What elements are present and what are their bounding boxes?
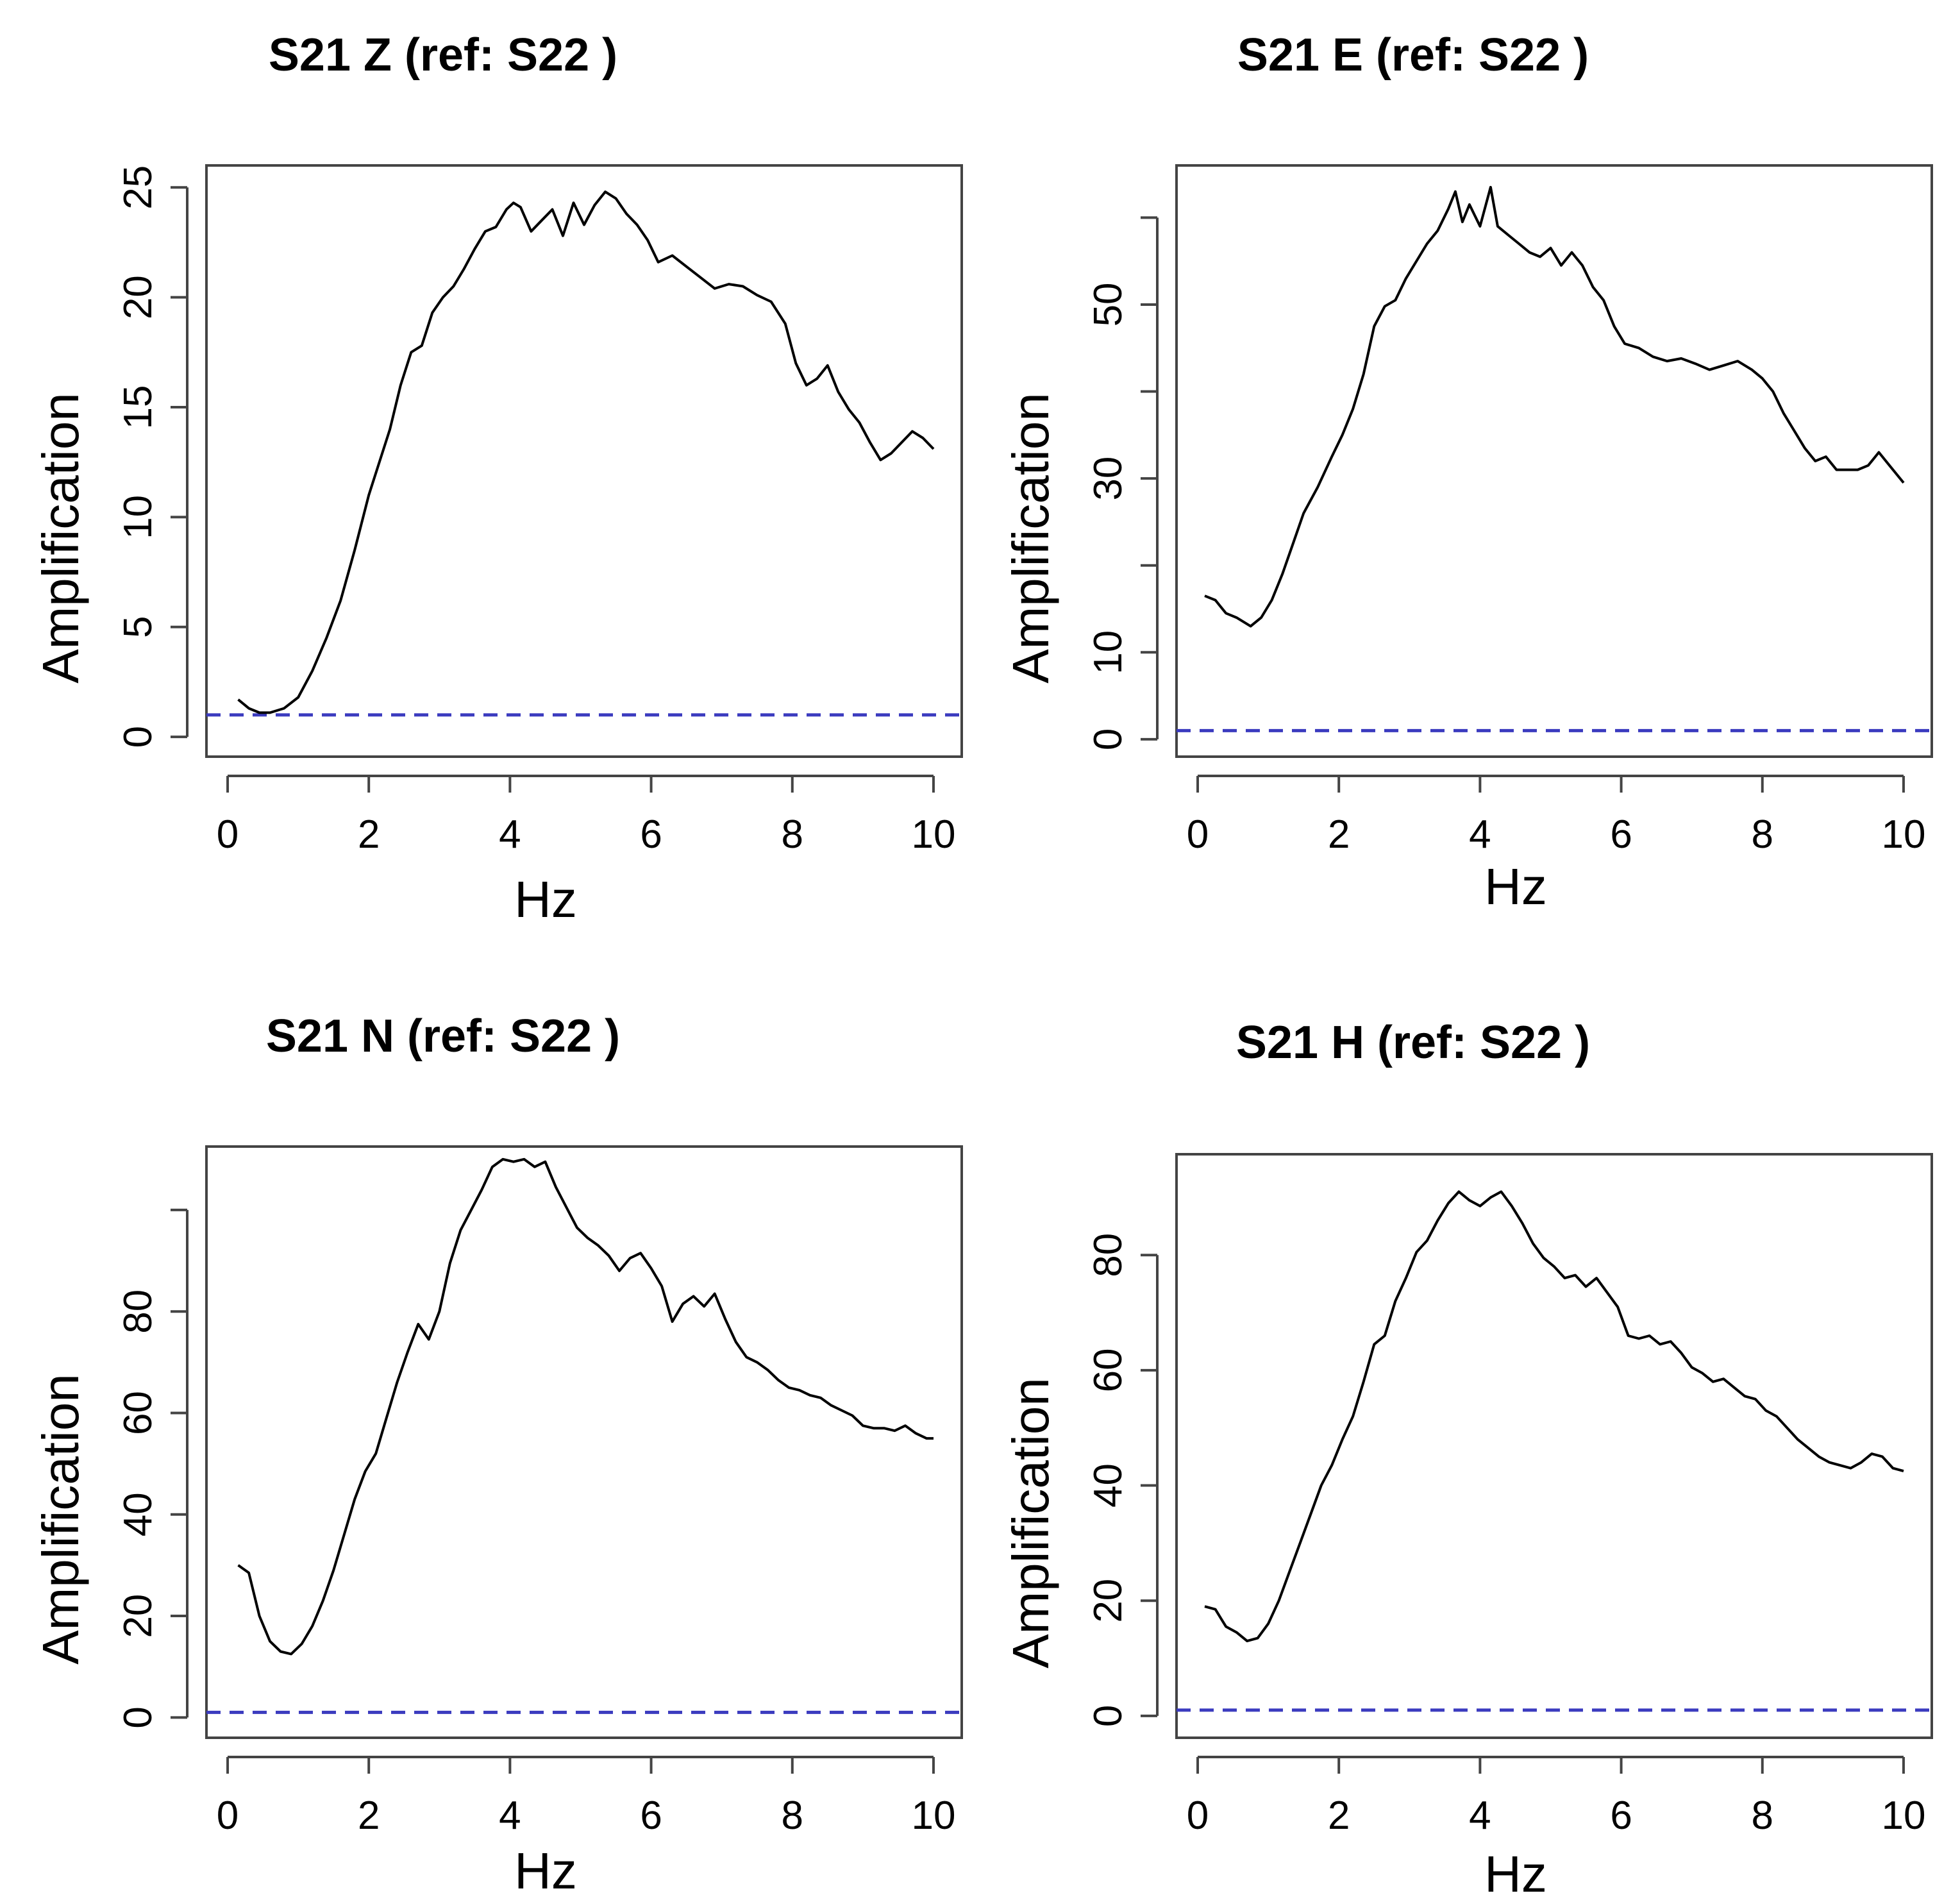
x-tick-label: 2 bbox=[1328, 1794, 1350, 1838]
y-axis-label: Amplification bbox=[32, 392, 89, 684]
y-tick-label: 20 bbox=[1086, 1579, 1130, 1623]
y-tick-label: 5 bbox=[116, 616, 160, 638]
y-tick-label: 0 bbox=[116, 1706, 160, 1728]
y-tick-label: 80 bbox=[116, 1290, 160, 1334]
x-tick-label: 8 bbox=[1752, 1794, 1773, 1838]
y-tick-label: 10 bbox=[1086, 630, 1130, 675]
y-tick-label: 0 bbox=[1086, 728, 1130, 750]
panel-2: S21 E (ref: S22 ) 0 2 4 6 8 10 0 10 30 50 Hz Amplifi… bbox=[1002, 29, 1933, 915]
panel-4: S21 H (ref: S22 ) 0 2 4 6 8 10 0 20 40 60 80 Hz Ampli… bbox=[1002, 1017, 1933, 1900]
x-axis-label: Hz bbox=[514, 871, 577, 928]
panel-title: S21 E (ref: S22 ) bbox=[1237, 29, 1589, 81]
x-tick-label: 8 bbox=[782, 1794, 803, 1838]
x-tick-label: 6 bbox=[1610, 812, 1632, 857]
y-tick-label: 20 bbox=[116, 1594, 160, 1638]
x-tick-label: 0 bbox=[217, 812, 239, 857]
plot-frame bbox=[1175, 1153, 1933, 1739]
panel-title: S21 H (ref: S22 ) bbox=[1236, 1017, 1590, 1068]
series-line-1 bbox=[237, 190, 935, 714]
y-tick-label: 60 bbox=[116, 1391, 160, 1435]
plot-frame bbox=[205, 164, 963, 758]
y-tick-label: 80 bbox=[1086, 1233, 1130, 1277]
y-tick-label: 60 bbox=[1086, 1348, 1130, 1392]
y-tick-label: 50 bbox=[1086, 282, 1130, 326]
x-tick-label: 10 bbox=[911, 1794, 955, 1838]
y-tick-label: 30 bbox=[1086, 457, 1130, 501]
x-tick-label: 8 bbox=[1752, 812, 1773, 857]
x-tick-label: 0 bbox=[1187, 812, 1209, 857]
x-tick-label: 0 bbox=[1187, 1794, 1209, 1838]
series-line-1 bbox=[1204, 1190, 1904, 1643]
y-tick-label: 25 bbox=[116, 165, 160, 210]
x-tick-label: 8 bbox=[782, 812, 803, 857]
y-tick-label: 0 bbox=[116, 726, 160, 748]
x-tick-label: 10 bbox=[911, 812, 955, 857]
x-tick-label: 10 bbox=[1881, 1794, 1925, 1838]
y-tick-label: 0 bbox=[1086, 1705, 1130, 1727]
x-tick-label: 2 bbox=[358, 812, 380, 857]
x-tick-label: 6 bbox=[1610, 1794, 1632, 1838]
plot-frame bbox=[1175, 164, 1933, 758]
y-tick-label: 20 bbox=[116, 275, 160, 319]
x-tick-label: 4 bbox=[1469, 812, 1491, 857]
x-tick-label: 4 bbox=[499, 812, 521, 857]
panel-3: S21 N (ref: S22 ) 0 2 4 6 8 10 0 20 40 60 80 Hz Ampli… bbox=[32, 1011, 963, 1899]
x-tick-label: 0 bbox=[217, 1794, 239, 1838]
series-line-1 bbox=[1204, 185, 1905, 628]
panel-1: S21 Z (ref: S22 ) 0 2 4 6 8 10 0 5 10 15 20 25 Hz Ampl… bbox=[32, 29, 963, 928]
x-tick-label: 6 bbox=[640, 1794, 662, 1838]
y-tick-label: 10 bbox=[116, 495, 160, 539]
y-axis-label: Amplification bbox=[1002, 392, 1059, 684]
y-axis-label: Amplification bbox=[32, 1374, 89, 1665]
x-tick-label: 6 bbox=[640, 812, 662, 857]
x-axis-label: Hz bbox=[514, 1842, 577, 1899]
x-tick-label: 2 bbox=[1328, 812, 1350, 857]
y-tick-label: 40 bbox=[1086, 1463, 1130, 1508]
x-tick-label: 4 bbox=[499, 1794, 521, 1838]
y-tick-label: 15 bbox=[116, 385, 160, 430]
series-line-1 bbox=[237, 1157, 934, 1656]
panel-title: S21 Z (ref: S22 ) bbox=[269, 29, 617, 81]
plot-frame bbox=[205, 1145, 963, 1739]
x-tick-label: 2 bbox=[358, 1794, 380, 1838]
y-axis-label: Amplification bbox=[1002, 1377, 1059, 1669]
x-axis-label: Hz bbox=[1484, 1845, 1547, 1900]
y-tick-label: 40 bbox=[116, 1492, 160, 1536]
panel-title: S21 N (ref: S22 ) bbox=[266, 1011, 620, 1062]
x-tick-label: 4 bbox=[1469, 1794, 1491, 1838]
x-tick-label: 10 bbox=[1881, 812, 1925, 857]
x-axis-label: Hz bbox=[1484, 858, 1547, 915]
